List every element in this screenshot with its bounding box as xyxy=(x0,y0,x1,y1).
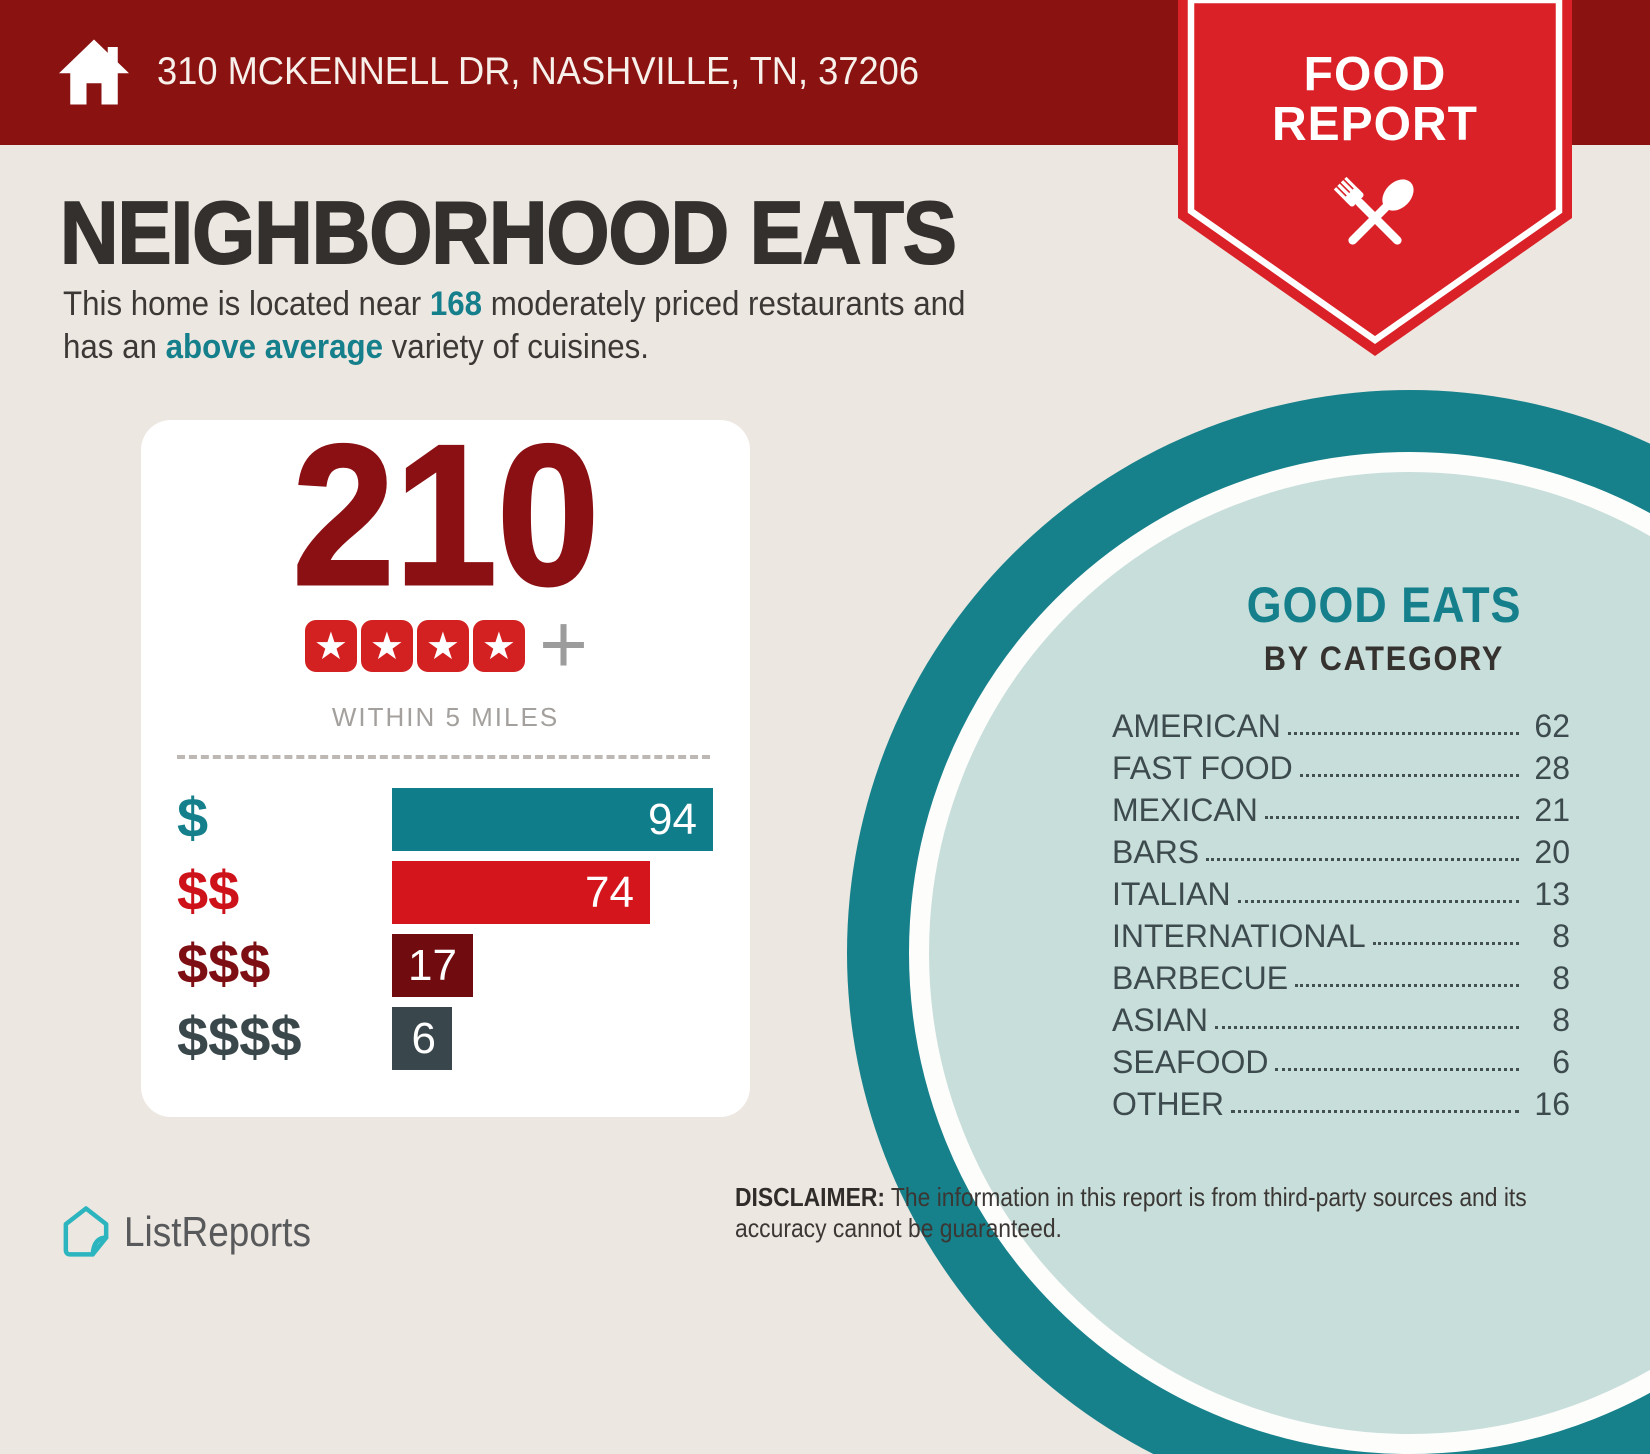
category-list: AMERICAN 62 FAST FOOD 28 MEXICAN 21 BARS 20 ITAL… xyxy=(1112,700,1570,1120)
category-count: 6 xyxy=(1552,1044,1570,1080)
category-row: SEAFOOD 6 xyxy=(1112,1036,1570,1078)
category-row: FAST FOOD 28 xyxy=(1112,742,1570,784)
category-label: INTERNATIONAL xyxy=(1112,918,1366,954)
category-count: 21 xyxy=(1534,792,1570,828)
property-address: 310 MCKENNELL DR, NASHVILLE, TN, 37206 xyxy=(157,50,920,93)
category-row: ASIAN 8 xyxy=(1112,994,1570,1036)
yelp-star-icon: ★ xyxy=(360,620,413,672)
dotted-leader xyxy=(1295,984,1519,987)
price-tier-label: $$$$ xyxy=(177,1005,302,1068)
page-title: NEIGHBORHOOD EATS xyxy=(59,182,958,283)
price-tier-label: $$ xyxy=(177,859,240,922)
price-bar-row: $$ 74 xyxy=(177,861,713,924)
price-tier-bar: 94 xyxy=(392,788,713,851)
good-eats-subtitle: BY CATEGORY xyxy=(1263,640,1505,678)
disclaimer-label: DISCLAIMER: xyxy=(735,1182,885,1212)
intro-line2-pre: has an xyxy=(63,328,166,366)
category-label: FAST FOOD xyxy=(1112,750,1293,786)
plus-sign: + xyxy=(538,597,589,691)
food-report-badge: FOOD REPORT xyxy=(1178,0,1572,356)
dotted-leader xyxy=(1275,1068,1519,1071)
intro-post: variety of cuisines. xyxy=(382,328,649,366)
dotted-leader xyxy=(1206,858,1519,861)
category-label: ITALIAN xyxy=(1112,876,1231,912)
category-count: 13 xyxy=(1534,876,1570,912)
dotted-leader xyxy=(1299,774,1519,777)
category-label: MEXICAN xyxy=(1112,792,1258,828)
category-count: 8 xyxy=(1552,960,1570,996)
ribbon-shape xyxy=(1178,0,1572,356)
dotted-leader xyxy=(1237,900,1519,903)
price-tier-bar: 6 xyxy=(392,1007,452,1070)
yelp-star-icon: ★ xyxy=(472,620,525,672)
good-eats-header: GOOD EATS BY CATEGORY xyxy=(1154,576,1614,679)
intro-text: This home is located near 168 moderately… xyxy=(63,283,965,369)
category-row: BARBECUE 8 xyxy=(1112,952,1570,994)
star-row: ★ ★ ★ ★ xyxy=(303,620,527,672)
category-row: INTERNATIONAL 8 xyxy=(1112,910,1570,952)
radius-caption: WITHIN 5 MILES xyxy=(331,702,560,732)
category-label: SEAFOOD xyxy=(1112,1044,1269,1080)
intro-highlight: above average xyxy=(165,328,383,366)
dotted-leader xyxy=(1372,942,1519,945)
intro-mid: moderately priced restaurants and xyxy=(482,285,966,323)
category-row: MEXICAN 21 xyxy=(1112,784,1570,826)
category-count: 62 xyxy=(1534,708,1570,744)
good-eats-title: GOOD EATS xyxy=(1246,577,1522,633)
dotted-leader xyxy=(1264,816,1519,819)
crossed-spoon-fork-icon xyxy=(1333,176,1414,245)
price-bar-row: $94 xyxy=(177,788,713,851)
dotted-leader xyxy=(1215,1026,1519,1029)
price-tier-label: $$$ xyxy=(177,932,271,995)
category-count: 8 xyxy=(1552,918,1570,954)
category-row: AMERICAN 62 xyxy=(1112,700,1570,742)
category-row: ITALIAN 13 xyxy=(1112,868,1570,910)
price-tier-bar-chart: $94 $$ 74 $$$ 17 $$$$ 6 xyxy=(177,788,713,1080)
category-label: BARBECUE xyxy=(1112,960,1289,996)
listreports-house-icon xyxy=(63,1206,109,1257)
restaurant-total: 210 xyxy=(291,404,601,627)
disclaimer-line1: The information in this report is from t… xyxy=(884,1182,1527,1212)
yelp-star-icon: ★ xyxy=(416,620,469,672)
category-label: ASIAN xyxy=(1112,1002,1209,1038)
star-rating: ★ ★ ★ ★ + xyxy=(141,597,750,691)
category-row: OTHER 16 xyxy=(1112,1078,1570,1120)
category-label: BARS xyxy=(1112,834,1200,870)
disclaimer-text: DISCLAIMER: The information in this repo… xyxy=(735,1182,1527,1244)
price-tier-bar: 17 xyxy=(392,934,473,997)
price-tier-label: $ xyxy=(177,786,209,849)
listreports-logo: ListReports xyxy=(60,1204,336,1260)
stats-card: 210 ★ ★ ★ ★ + WITHIN 5 MILES $94 $$ 74 $$$ 17 $$… xyxy=(141,404,750,1117)
dotted-leader xyxy=(1231,1110,1519,1113)
yelp-star-icon: ★ xyxy=(304,620,357,672)
category-label: OTHER xyxy=(1112,1086,1224,1122)
listreports-wordmark: ListReports xyxy=(124,1208,311,1255)
dotted-leader xyxy=(1287,732,1519,735)
category-label: AMERICAN xyxy=(1112,708,1281,744)
price-bar-row: $$$ 17 xyxy=(177,934,713,997)
category-count: 16 xyxy=(1534,1086,1570,1122)
badge-title-line2: REPORT xyxy=(1271,98,1478,151)
category-row: BARS 20 xyxy=(1112,826,1570,868)
intro-pre: This home is located near xyxy=(63,285,430,323)
home-icon xyxy=(59,39,129,105)
badge-title-line1: FOOD xyxy=(1303,48,1447,101)
category-count: 8 xyxy=(1552,1002,1570,1038)
price-bar-row: $$$$ 6 xyxy=(177,1007,713,1070)
divider-dashed xyxy=(177,755,710,759)
category-count: 20 xyxy=(1534,834,1570,870)
price-tier-bar: 74 xyxy=(392,861,650,924)
badge-title: FOOD REPORT xyxy=(1178,50,1572,150)
disclaimer-line2: accuracy cannot be guaranteed. xyxy=(735,1213,1062,1243)
restaurant-count: 168 xyxy=(429,285,483,323)
category-count: 28 xyxy=(1534,750,1570,786)
